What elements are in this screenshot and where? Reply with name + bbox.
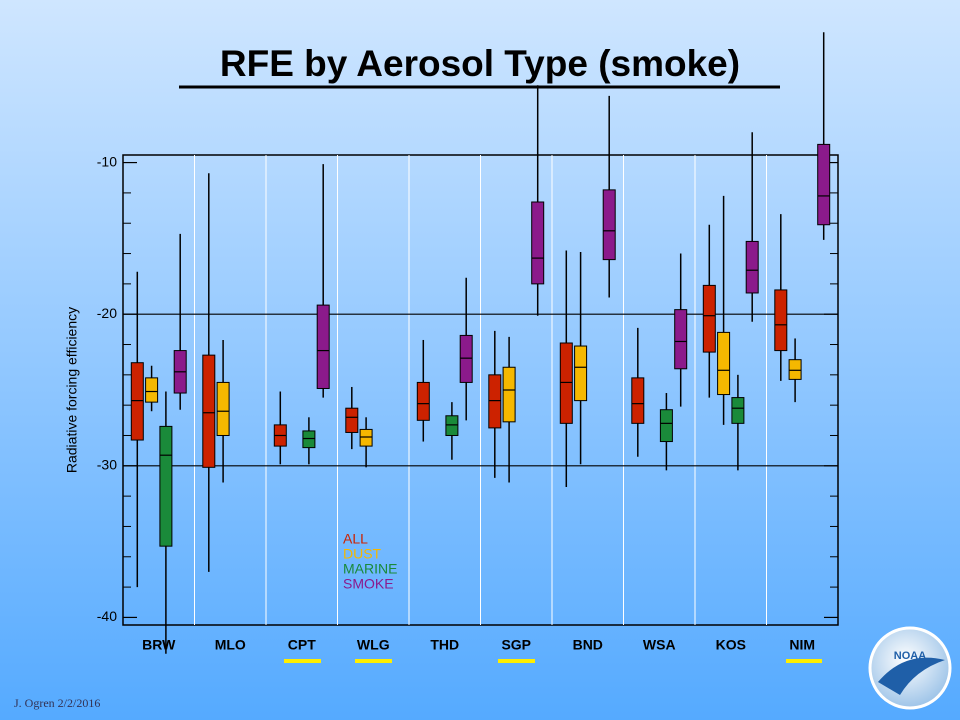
box [159,425,173,547]
box [345,407,359,433]
x-tick-label: KOS [716,637,746,653]
box [717,331,731,396]
x-tick-label: SGP [501,637,531,653]
y-tick-label: -40 [97,608,117,624]
chart-title: RFE by Aerosol Type (smoke) [220,43,740,84]
box [459,334,473,383]
box [631,377,645,424]
logo: NOAA [868,626,952,710]
box [216,381,230,436]
x-tick-label: BND [573,637,603,653]
box [488,374,502,429]
y-axis-label: Radiative forcing efficiency [64,307,80,473]
logo-bird [878,657,945,695]
box [531,201,545,285]
box [702,284,716,353]
box [502,366,516,423]
box [659,409,673,443]
plot: -10 -20 -30 -40 BRW MLO CPT WLG THD SGP BND WSA KOS N… [97,153,839,653]
box [145,377,159,403]
logo-text: NOAA [894,650,926,662]
x-tick-label: CPT [288,637,316,653]
box [202,354,216,468]
x-tick-label: BRW [142,637,176,653]
box [774,289,788,352]
x-tick-label: MLO [215,637,246,653]
box [674,309,688,370]
box [316,304,330,389]
box [817,143,831,226]
y-tick-label: -10 [97,153,117,169]
footer: J. Ogren 2/2/2016 [14,696,100,710]
box [745,240,759,294]
box [788,359,802,380]
legend-entry: ALL [343,531,368,547]
x-tick-label: WSA [643,637,676,653]
legend-entry: MARINE [343,561,397,577]
legend-entry: SMOKE [343,576,394,592]
box [302,430,316,449]
x-tick-label: WLG [357,637,390,653]
legend-entry: DUST [343,546,382,562]
box [574,345,588,402]
y-tick-label: -20 [97,305,117,321]
y-tick-label: -30 [97,457,117,473]
x-tick-label: NIM [789,637,815,653]
box [445,415,459,436]
x-tick-label: THD [430,637,459,653]
box [416,381,430,421]
box [559,342,573,424]
box [359,428,373,447]
box [602,189,616,261]
box [130,362,144,441]
box [731,397,745,424]
